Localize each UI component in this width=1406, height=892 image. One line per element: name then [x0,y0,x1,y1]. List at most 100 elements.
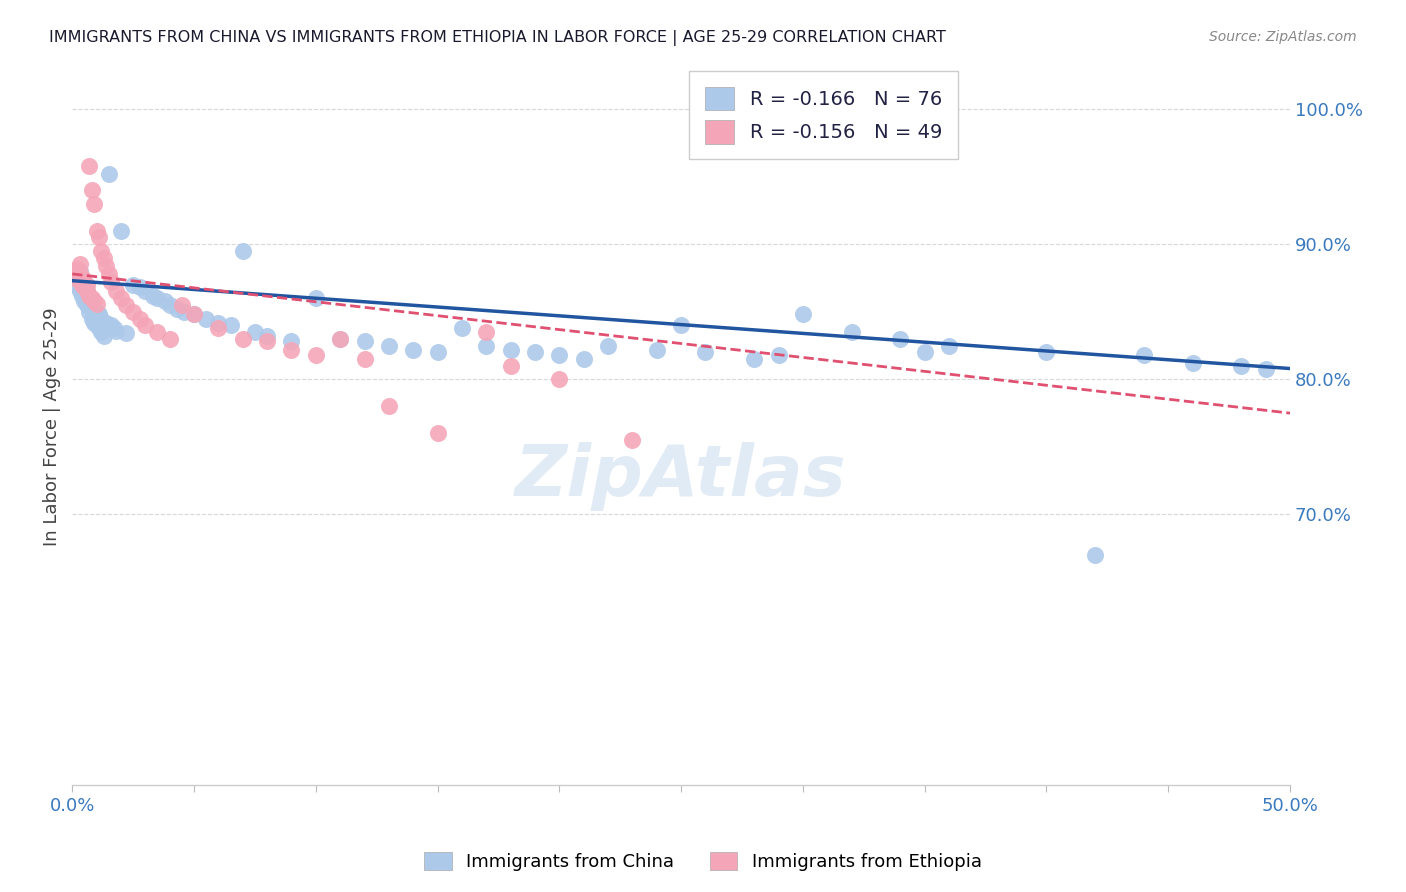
Point [621,433,644,447]
Point [183,308,205,322]
Point [353,352,375,367]
Point [105,324,128,338]
Point [90,311,112,326]
Point [1181,356,1204,370]
Point [70,288,93,302]
Point [87,321,110,335]
Point [256,329,278,343]
Point [86,305,108,319]
Point [69,285,91,299]
Point [114,298,136,312]
Point [73,275,96,289]
Point [76,285,98,299]
Point [103,321,125,335]
Point [80,291,103,305]
Point [742,352,765,367]
Point [475,325,498,339]
Point [77,305,100,319]
Point [73,280,96,294]
Point [219,318,242,333]
Point [77,291,100,305]
Legend: Immigrants from China, Immigrants from Ethiopia: Immigrants from China, Immigrants from E… [418,845,988,879]
Point [76,285,98,299]
Point [83,293,105,308]
Point [73,293,96,308]
Point [768,348,790,362]
Point [159,298,181,312]
Point [114,326,136,341]
Point [90,244,112,258]
Point [426,345,449,359]
Point [97,167,120,181]
Point [548,348,571,362]
Point [146,291,169,305]
Point [596,338,619,352]
Text: ZipAtlas: ZipAtlas [515,442,846,511]
Point [66,271,89,285]
Point [66,264,89,278]
Point [66,261,89,276]
Point [87,230,110,244]
Text: IMMIGRANTS FROM CHINA VS IMMIGRANTS FROM ETHIOPIA IN LABOR FORCE | AGE 25-29 COR: IMMIGRANTS FROM CHINA VS IMMIGRANTS FROM… [49,30,946,46]
Point [183,308,205,322]
Point [173,305,195,319]
Point [232,244,254,258]
Point [70,277,93,292]
Point [232,332,254,346]
Point [170,298,193,312]
Point [100,275,122,289]
Point [77,159,100,173]
Point [207,316,229,330]
Point [792,308,814,322]
Point [110,291,132,305]
Point [134,318,156,333]
Point [90,325,112,339]
Point [207,321,229,335]
Point [451,321,474,335]
Point [70,269,93,284]
Point [63,277,86,292]
Point [63,271,86,285]
Point [548,372,571,386]
Point [93,251,115,265]
Point [378,338,401,352]
Point [86,318,108,333]
Point [280,334,302,349]
Point [645,343,668,357]
Point [69,264,91,278]
Point [96,259,118,273]
Point [77,288,100,302]
Point [426,426,449,441]
Point [76,277,98,292]
Point [122,277,145,292]
Point [353,334,375,349]
Point [134,285,156,299]
Point [105,285,128,299]
Point [142,288,165,302]
Point [96,316,118,330]
Point [695,345,717,359]
Point [243,325,266,339]
Point [1035,345,1057,359]
Point [83,301,105,316]
Point [1254,361,1277,376]
Point [889,332,911,346]
Point [329,332,352,346]
Point [524,345,547,359]
Point [76,298,98,312]
Point [110,224,132,238]
Point [402,343,425,357]
Point [499,359,522,373]
Point [938,338,960,352]
Point [69,257,91,271]
Point [87,308,110,322]
Point [195,311,218,326]
Point [70,280,93,294]
Point [73,275,96,289]
Point [305,348,328,362]
Point [499,343,522,357]
Point [1133,348,1156,362]
Point [97,267,120,281]
Point [669,318,692,333]
Point [122,305,145,319]
